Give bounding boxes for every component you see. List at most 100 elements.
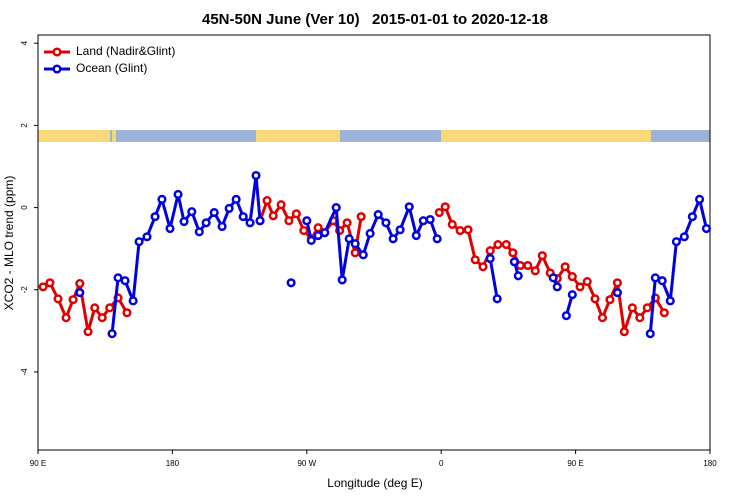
data-point (671, 237, 681, 247)
data-point (582, 276, 592, 287)
data-point (642, 303, 652, 313)
x-tick-label: 0 (439, 459, 444, 468)
data-point (530, 266, 540, 276)
data-point (537, 251, 547, 261)
data-point (251, 170, 261, 181)
legend-marker (52, 47, 62, 57)
legend-label: Land (Nadir&Glint) (76, 44, 175, 58)
data-point (657, 276, 667, 286)
data-point (302, 216, 312, 226)
data-point (432, 234, 442, 244)
data-point (485, 253, 495, 264)
data-point (122, 308, 132, 318)
data-point (560, 262, 570, 272)
data-point (605, 295, 615, 305)
data-point (645, 329, 655, 339)
y-axis-label: XCO2 - MLO trend (ppm) (2, 176, 16, 311)
data-point (356, 212, 366, 222)
legend-label: Ocean (Glint) (76, 61, 147, 75)
data-point (650, 273, 660, 283)
data-point (120, 276, 130, 286)
data-point (350, 239, 360, 249)
data-point (61, 313, 71, 323)
data-point (509, 257, 519, 267)
data-point (331, 203, 341, 213)
data-point (575, 282, 585, 292)
data-point (463, 225, 473, 235)
data-point (53, 294, 63, 304)
data-point (619, 327, 629, 337)
data-point (701, 223, 711, 234)
data-point (201, 218, 211, 228)
data-point (209, 207, 219, 218)
data-point (284, 216, 294, 226)
legend-marker (52, 64, 62, 74)
data-point (342, 218, 352, 228)
data-point (612, 288, 622, 298)
data-point (173, 189, 183, 199)
data-point (286, 278, 296, 288)
data-point (552, 282, 562, 292)
data-point (561, 311, 571, 321)
data-point (440, 202, 450, 212)
land-band (441, 130, 651, 142)
data-point (597, 313, 608, 323)
data-point (306, 235, 316, 245)
data-point (75, 288, 85, 298)
x-tick-label: 90 E (567, 459, 583, 468)
data-point (157, 194, 167, 204)
data-point (75, 279, 85, 289)
data-point (45, 278, 55, 288)
y-tick-label: 0 (20, 205, 29, 210)
data-point (470, 255, 480, 265)
data-point (548, 273, 558, 283)
data-point (245, 218, 255, 228)
data-point (455, 226, 465, 236)
data-point (113, 273, 123, 283)
data-point (344, 234, 354, 244)
data-point (299, 226, 309, 236)
data-point (134, 237, 144, 247)
data-point (224, 203, 234, 213)
data-point (165, 223, 175, 234)
data-point (291, 209, 301, 219)
x-tick-label: 90 E (30, 459, 46, 468)
data-point (128, 296, 138, 306)
data-point (231, 194, 241, 204)
y-tick-label: -2 (20, 286, 29, 294)
chart-title: 45N-50N June (Ver 10) 2015-01-01 to 2020… (202, 11, 548, 28)
data-point (493, 240, 503, 250)
data-point (694, 194, 705, 204)
data-point (38, 282, 48, 292)
plot-frame (37, 34, 711, 451)
data-point (501, 240, 511, 250)
land-band (256, 130, 340, 142)
x-tick-label: 180 (166, 459, 180, 468)
data-point (97, 313, 107, 323)
data-point (687, 212, 697, 222)
data-point (447, 219, 457, 229)
data-point (381, 218, 391, 228)
y-tick-label: 4 (20, 40, 29, 45)
data-point (337, 275, 347, 285)
data-point (434, 207, 444, 218)
data-point (478, 262, 488, 272)
data-point (513, 271, 523, 281)
data-point (418, 216, 428, 226)
data-point (238, 212, 248, 222)
data-point (627, 303, 637, 313)
data-point (320, 228, 330, 238)
data-point (590, 294, 600, 304)
data-point (187, 207, 197, 217)
y-tick-label: 2 (20, 123, 29, 128)
data-point (268, 211, 278, 221)
data-point (358, 250, 368, 260)
data-point (262, 196, 272, 206)
data-point (217, 221, 227, 232)
data-point (365, 228, 375, 239)
data-point (105, 303, 115, 313)
data-point (150, 212, 160, 222)
data-point (404, 202, 414, 212)
data-point (276, 200, 286, 210)
